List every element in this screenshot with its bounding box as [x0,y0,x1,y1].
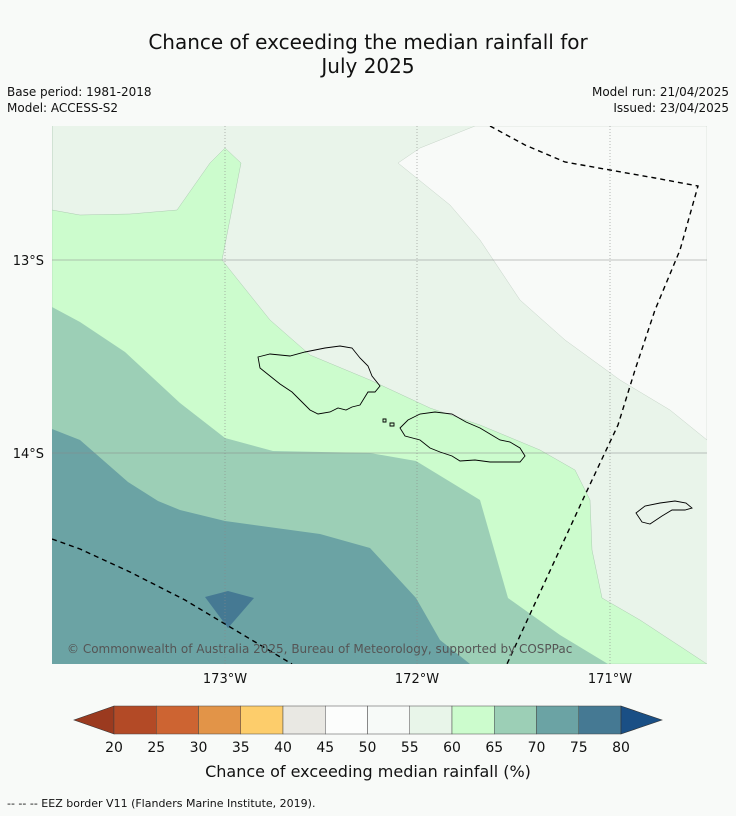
eez-line-east [489,126,699,664]
colorbar-segment [367,705,410,735]
colorbar-tick-label: 45 [316,740,334,756]
colorbar-tick-label: 60 [443,740,461,756]
lon-label-171w: 171°W [588,672,632,687]
colorbar-segment [198,705,241,735]
band-50-55 [397,126,707,441]
map-title: Chance of exceeding the median rainfall … [0,30,736,78]
apolima-island [389,422,395,427]
band-70-75 [52,429,470,664]
tutuila-island [635,500,693,525]
colorbar-tick-label: 75 [570,740,588,756]
colorbar-segment [282,705,326,735]
colorbar-segment [578,705,622,735]
colorbar-extend-low [73,705,115,735]
savaii-island [257,345,381,415]
colorbar-tick-label: 55 [401,740,419,756]
model-name: Model: ACCESS-S2 [7,101,119,115]
lat-label-14s: 14°S [13,447,44,462]
base-period: Base period: 1981-2018 [7,85,152,99]
upolu-island [399,411,526,463]
colorbar-segment [240,705,284,735]
colorbar-segment [325,705,368,735]
colorbar-segment [156,705,199,735]
colorbar-tick-label: 25 [147,740,165,756]
colorbar-segment [536,705,579,735]
map-panel: © Commonwealth of Australia 2025, Bureau… [52,126,707,664]
colorbar-segment [451,705,495,735]
model-run-date: Model run: 21/04/2025 [591,85,729,99]
lon-label-172w: 172°W [395,672,439,687]
colorbar-extend-high [620,705,663,735]
coastlines [257,345,693,525]
colorbar-tick-label: 65 [485,740,503,756]
axis-labels: 13°S 14°S 173°W 172°W 171°W [13,254,633,687]
colorbar-tick-label: 50 [359,740,377,756]
model-info: Base period: 1981-2018 Model: ACCESS-S2 [7,84,152,116]
colorbar-label: Chance of exceeding median rainfall (%) [205,762,531,781]
colorbar-tick-label: 80 [612,740,630,756]
issued-date: Issued: 23/04/2025 [613,101,729,115]
colorbar-segment [409,705,453,735]
graticule [52,126,707,664]
colorbar-tick-label: 40 [274,740,292,756]
colorbar: 20 25 30 35 40 45 50 55 60 65 70 75 80 [73,705,663,756]
run-info: Model run: 21/04/2025 Issued: 23/04/2025 [592,84,729,116]
colorbar-segment [494,705,537,735]
colorbar-segment [113,705,157,735]
colorbar-tick-label: 70 [528,740,546,756]
eez-legend-note: -- -- -- EEZ border V11 (Flanders Marine… [7,797,316,810]
manono-island [382,418,387,423]
colorbar-tick-label: 35 [232,740,250,756]
copyright-notice: © Commonwealth of Australia 2025, Bureau… [67,642,572,656]
band-75-80 [205,591,254,628]
colorbar-tick-label: 20 [105,740,123,756]
title-line-2: July 2025 [321,54,415,78]
lon-label-173w: 173°W [203,672,247,687]
eez-border [52,126,699,664]
title-line-1: Chance of exceeding the median rainfall … [148,30,588,54]
colorbar-tick-label: 30 [190,740,208,756]
lat-label-13s: 13°S [13,254,44,269]
